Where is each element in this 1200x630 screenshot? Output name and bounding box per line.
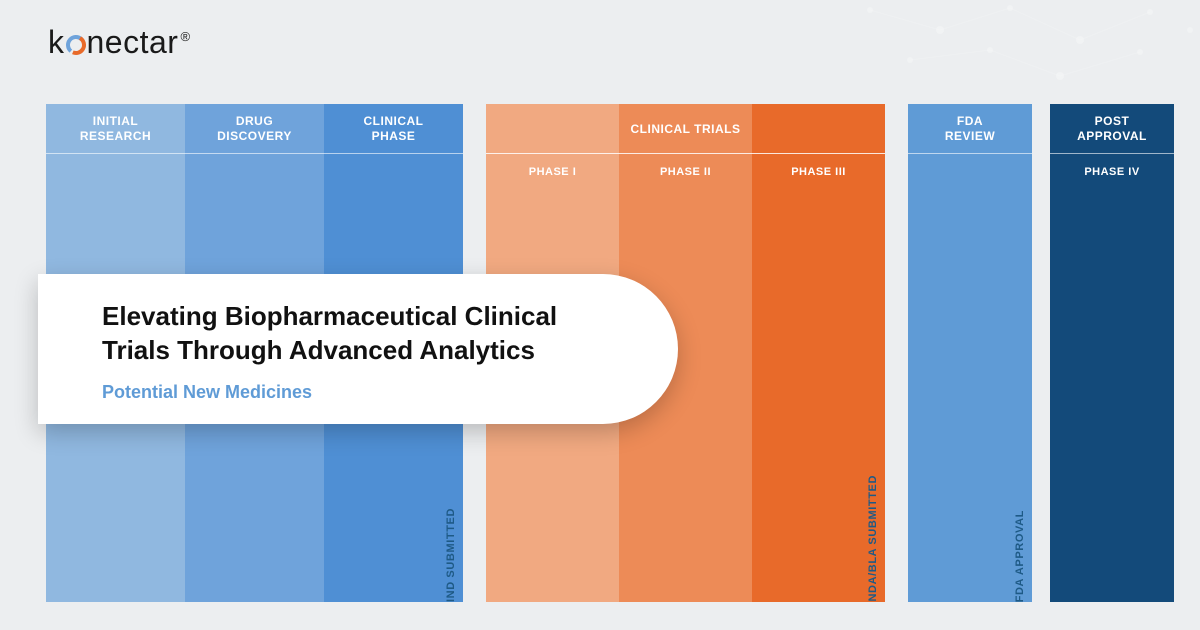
segment-sublabel: PHASE I: [486, 154, 619, 190]
card-title: Elevating Biopharmaceutical Clinical Tri…: [102, 300, 608, 368]
segment-fda-review: FDA REVIEW FDA APPROVAL: [908, 104, 1032, 602]
brand-rest: nectar: [87, 24, 179, 60]
title-card: Elevating Biopharmaceutical Clinical Tri…: [38, 274, 678, 424]
registered-icon: ®: [180, 29, 190, 44]
segment-sublabel: PHASE II: [619, 154, 752, 190]
milestone-phase-3: NDA/BLA SUBMITTED: [863, 342, 883, 602]
brand-k: k: [48, 24, 65, 60]
milestone-fda-review: FDA APPROVAL: [1010, 342, 1030, 602]
segment-post-approval: POST APPROVALPHASE IV: [1050, 104, 1174, 602]
pipeline-chart: POST APPROVALPHASE IV FDA REVIEW FDA APPRO…: [46, 104, 1174, 602]
clinical-trials-spanner: CLINICAL TRIALS: [486, 104, 885, 154]
brand-logo: knectar®: [48, 24, 191, 61]
segment-header: INITIAL RESEARCH: [46, 104, 185, 154]
decorative-network-icon: [850, 0, 1200, 100]
segment-header: FDA REVIEW: [908, 104, 1032, 154]
card-subtitle: Potential New Medicines: [102, 382, 608, 403]
segment-header: DRUG DISCOVERY: [185, 104, 324, 154]
segment-sublabel: PHASE IV: [1050, 154, 1174, 190]
segment-phase-3: PHASE III NDA/BLA SUBMITTED: [752, 104, 885, 602]
brand-o-icon: [65, 24, 87, 61]
segment-header: POST APPROVAL: [1050, 104, 1174, 154]
segment-sublabel: PHASE III: [752, 154, 885, 190]
segment-header: CLINICAL PHASE: [324, 104, 463, 154]
